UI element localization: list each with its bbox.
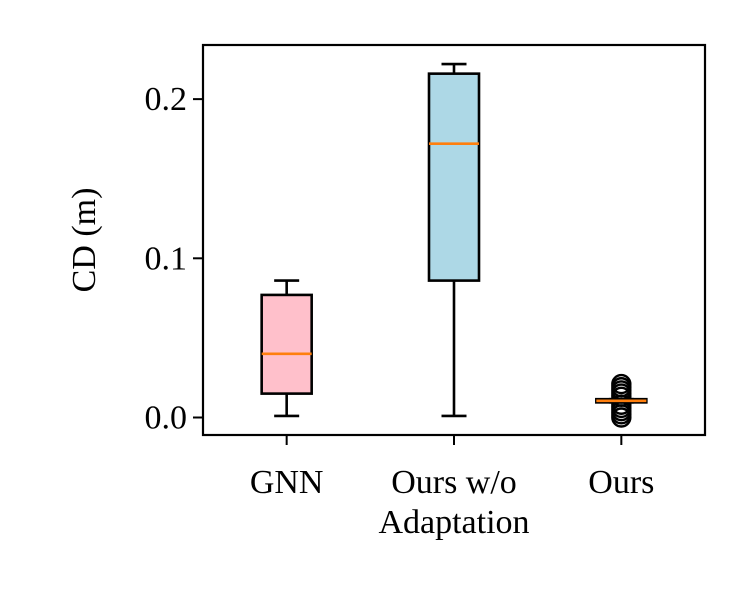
x-tick-label-line: Adaptation xyxy=(378,504,529,541)
x-tick-label: Ours xyxy=(588,464,654,501)
y-axis: 0.0 0.1 0.2 xyxy=(145,81,203,436)
y-tick-label: 0.2 xyxy=(145,81,188,118)
x-tick-label-line: Ours xyxy=(588,464,654,501)
box-ours xyxy=(595,373,648,428)
y-tick-label: 0.0 xyxy=(145,399,188,436)
x-tick-label-line: Ours w/o xyxy=(391,464,517,501)
x-tick-label: GNN xyxy=(250,464,324,501)
x-tick-label-line: GNN xyxy=(250,464,324,501)
y-axis-label: CD (m) xyxy=(66,188,103,293)
iqr-box xyxy=(427,72,481,282)
y-tick-label: 0.1 xyxy=(145,240,188,277)
box-ours-w-o-adaptation xyxy=(427,62,481,418)
x-axis: GNN Ours w/o Adaptation Ours xyxy=(250,435,654,541)
box-gnn xyxy=(260,279,313,418)
iqr-box xyxy=(260,293,313,395)
plot-area xyxy=(260,62,648,428)
x-tick-label: Ours w/o Adaptation xyxy=(378,464,529,541)
outlier-point xyxy=(611,373,632,395)
